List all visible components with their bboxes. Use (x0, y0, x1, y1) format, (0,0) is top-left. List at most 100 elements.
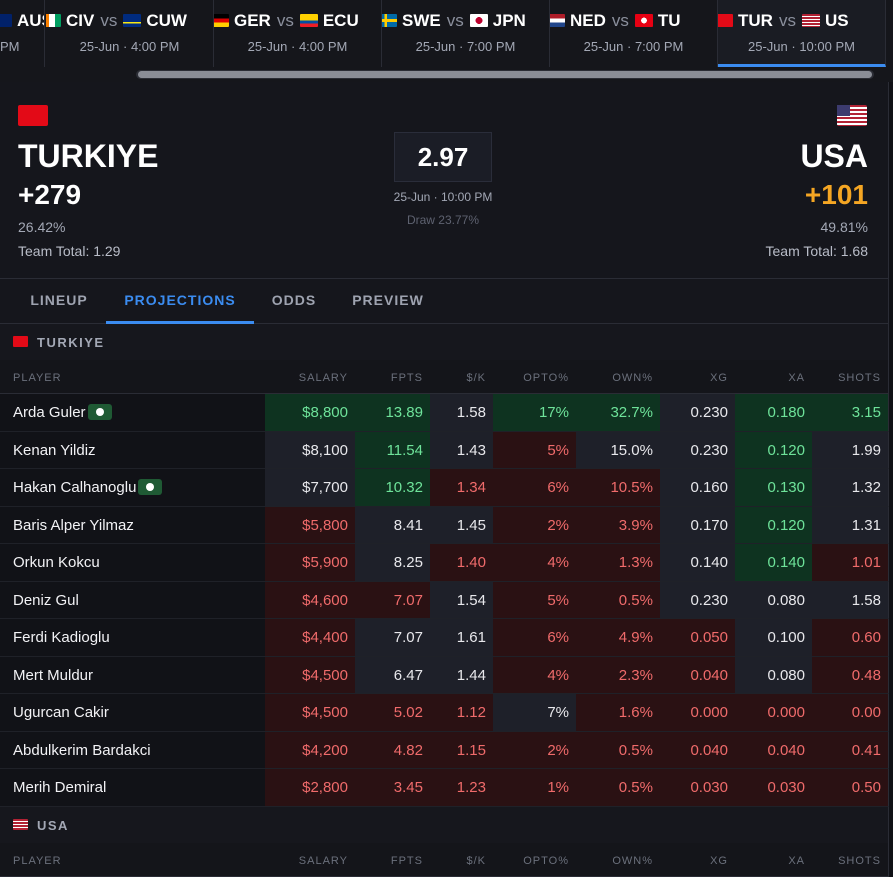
player-name: Ferdi Kadioglu (13, 629, 110, 646)
match-time: 25-Jun · 4:00 PM (247, 39, 348, 54)
tab[interactable]: ODDS (271, 292, 317, 308)
tab[interactable]: PROJECTIONS (124, 292, 236, 308)
stat-cell: 7.07 (355, 581, 430, 618)
stat-value: 0.000 (690, 704, 728, 721)
stat-value: 2% (547, 516, 569, 534)
stat-cell: 0.080 (735, 656, 812, 693)
stat-value: 4.82 (393, 741, 423, 759)
stat-cell: $4,400 (265, 619, 355, 656)
stat-value: 0.48 (851, 666, 881, 684)
column-label[interactable]: SHOTS (838, 372, 881, 384)
stat-value: 10.5% (610, 479, 653, 496)
stat-value: 0.00 (851, 704, 881, 721)
tab[interactable]: LINEUP (30, 292, 88, 308)
away-code: JPN (492, 11, 526, 30)
column-label[interactable]: XG (710, 854, 728, 867)
tab[interactable]: PREVIEW (352, 292, 424, 308)
stat-value: 0.170 (690, 516, 728, 534)
stat-cell: 1.31 (812, 506, 888, 543)
column-label[interactable]: SALARY (298, 854, 348, 867)
stat-cell: 0.5% (576, 731, 660, 768)
column-label[interactable]: OWN% (612, 372, 653, 384)
stat-cell: 6% (493, 469, 576, 506)
player-name-text: Merih Demiral (13, 779, 107, 796)
stat-value: 4% (547, 554, 569, 571)
column-label[interactable]: FPTS (390, 372, 423, 384)
stat-value: $4,400 (302, 629, 348, 646)
away-odds: +101 (804, 179, 868, 210)
column-label[interactable]: SHOTS (838, 854, 881, 867)
stat-cell: 0.120 (735, 506, 812, 543)
stat-value: 1.58 (456, 404, 486, 421)
stat-cell: 0.230 (660, 394, 735, 431)
home-code: TUR (738, 11, 773, 30)
scroll-thumb[interactable] (138, 71, 872, 78)
stat-value: 6.47 (393, 666, 423, 684)
away-code: ECU (322, 11, 359, 30)
column-label[interactable]: SALARY (298, 372, 348, 384)
column-label[interactable]: XA (788, 372, 805, 384)
match-teams: TUR vs US (718, 11, 849, 31)
player-name: Deniz Gul (13, 592, 79, 609)
flag-icon (469, 14, 488, 27)
column-label[interactable]: OWN% (612, 854, 653, 867)
stat-value: 0.120 (767, 516, 805, 534)
column-label[interactable]: OPTO% (523, 372, 569, 384)
match-tile[interactable]: GER vs ECU 25-Jun · 4:00 PM (214, 0, 382, 67)
match-tile[interactable]: AUS PM (0, 0, 45, 67)
stat-cell: 10.5% (576, 469, 660, 506)
stat-value: $7,700 (302, 479, 348, 496)
match-tile[interactable]: CIV vs CUW 25-Jun · 4:00 PM (46, 0, 214, 67)
stat-cell: 0.230 (660, 581, 735, 618)
flag-icon (123, 14, 142, 27)
stat-cell: 3.45 (355, 769, 430, 806)
column-label[interactable]: $/K (466, 372, 486, 384)
flag-icon (550, 14, 565, 27)
game-total: 2.97 (417, 142, 469, 172)
stat-cell: 0.48 (812, 656, 888, 693)
tab-bar: LINEUP PROJECTIONS ODDS PREVIEW (0, 279, 889, 324)
home-name: TURKIYE (18, 138, 159, 174)
flag-icon (13, 818, 28, 830)
match-tile[interactable]: SWE vs JPN 25-Jun · 7:00 PM (382, 0, 550, 67)
stat-cell: $5,900 (265, 544, 355, 581)
stat-value: $4,500 (302, 666, 348, 684)
stat-cell: 0.00 (812, 694, 888, 731)
flag-icon (718, 14, 733, 27)
match-tile[interactable]: NED vs TU 25-Jun · 7:00 PM (550, 0, 718, 67)
stat-cell: 0.50 (812, 769, 888, 806)
match-teams: SWE vs JPN (382, 11, 526, 31)
stat-cell: 1.58 (430, 394, 493, 431)
player-name-text: Abdulkerim Bardakci (13, 741, 151, 759)
stat-cell: 13.89 (355, 394, 430, 431)
player-row: Baris Alper Yilmaz $5,800 8.41 1.45 2% 3.9% 0.… (0, 506, 889, 544)
column-label[interactable]: XG (710, 372, 728, 384)
stat-cell: 5% (493, 431, 576, 468)
stat-cell: 0.130 (735, 469, 812, 506)
stat-value: 1.54 (456, 591, 486, 609)
column-label[interactable]: XA (788, 854, 805, 867)
stat-value: $5,900 (302, 554, 348, 571)
player-row: Merih Demiral $2,800 3.45 1.23 1% 0.5% 0.030 0.… (0, 769, 889, 807)
column-label[interactable]: PLAYER (13, 372, 62, 384)
stat-cell: 8.41 (355, 506, 430, 543)
vs-label: vs (100, 11, 118, 30)
stat-value: 0.080 (767, 666, 805, 684)
stat-value: 0.080 (767, 591, 805, 609)
stat-cell: 0.080 (735, 581, 812, 618)
stat-cell: 0.170 (660, 506, 735, 543)
vs-label: vs (276, 11, 294, 30)
column-label[interactable]: FPTS (390, 854, 423, 867)
stat-cell: 0.100 (735, 619, 812, 656)
stat-cell: 1.12 (430, 694, 493, 731)
player-name-text: Baris Alper Yilmaz (13, 516, 134, 534)
player-name: Baris Alper Yilmaz (13, 517, 134, 534)
column-label[interactable]: OPTO% (523, 854, 569, 867)
player-name-text: Mert Muldur (13, 666, 94, 684)
column-label[interactable]: PLAYER (13, 854, 62, 867)
vs-label: vs (611, 11, 629, 30)
column-label[interactable]: $/K (466, 854, 486, 867)
player-name: Hakan Calhanoglu (13, 479, 163, 496)
match-tile[interactable]: TUR vs US 25-Jun · 10:00 PM (718, 0, 886, 67)
